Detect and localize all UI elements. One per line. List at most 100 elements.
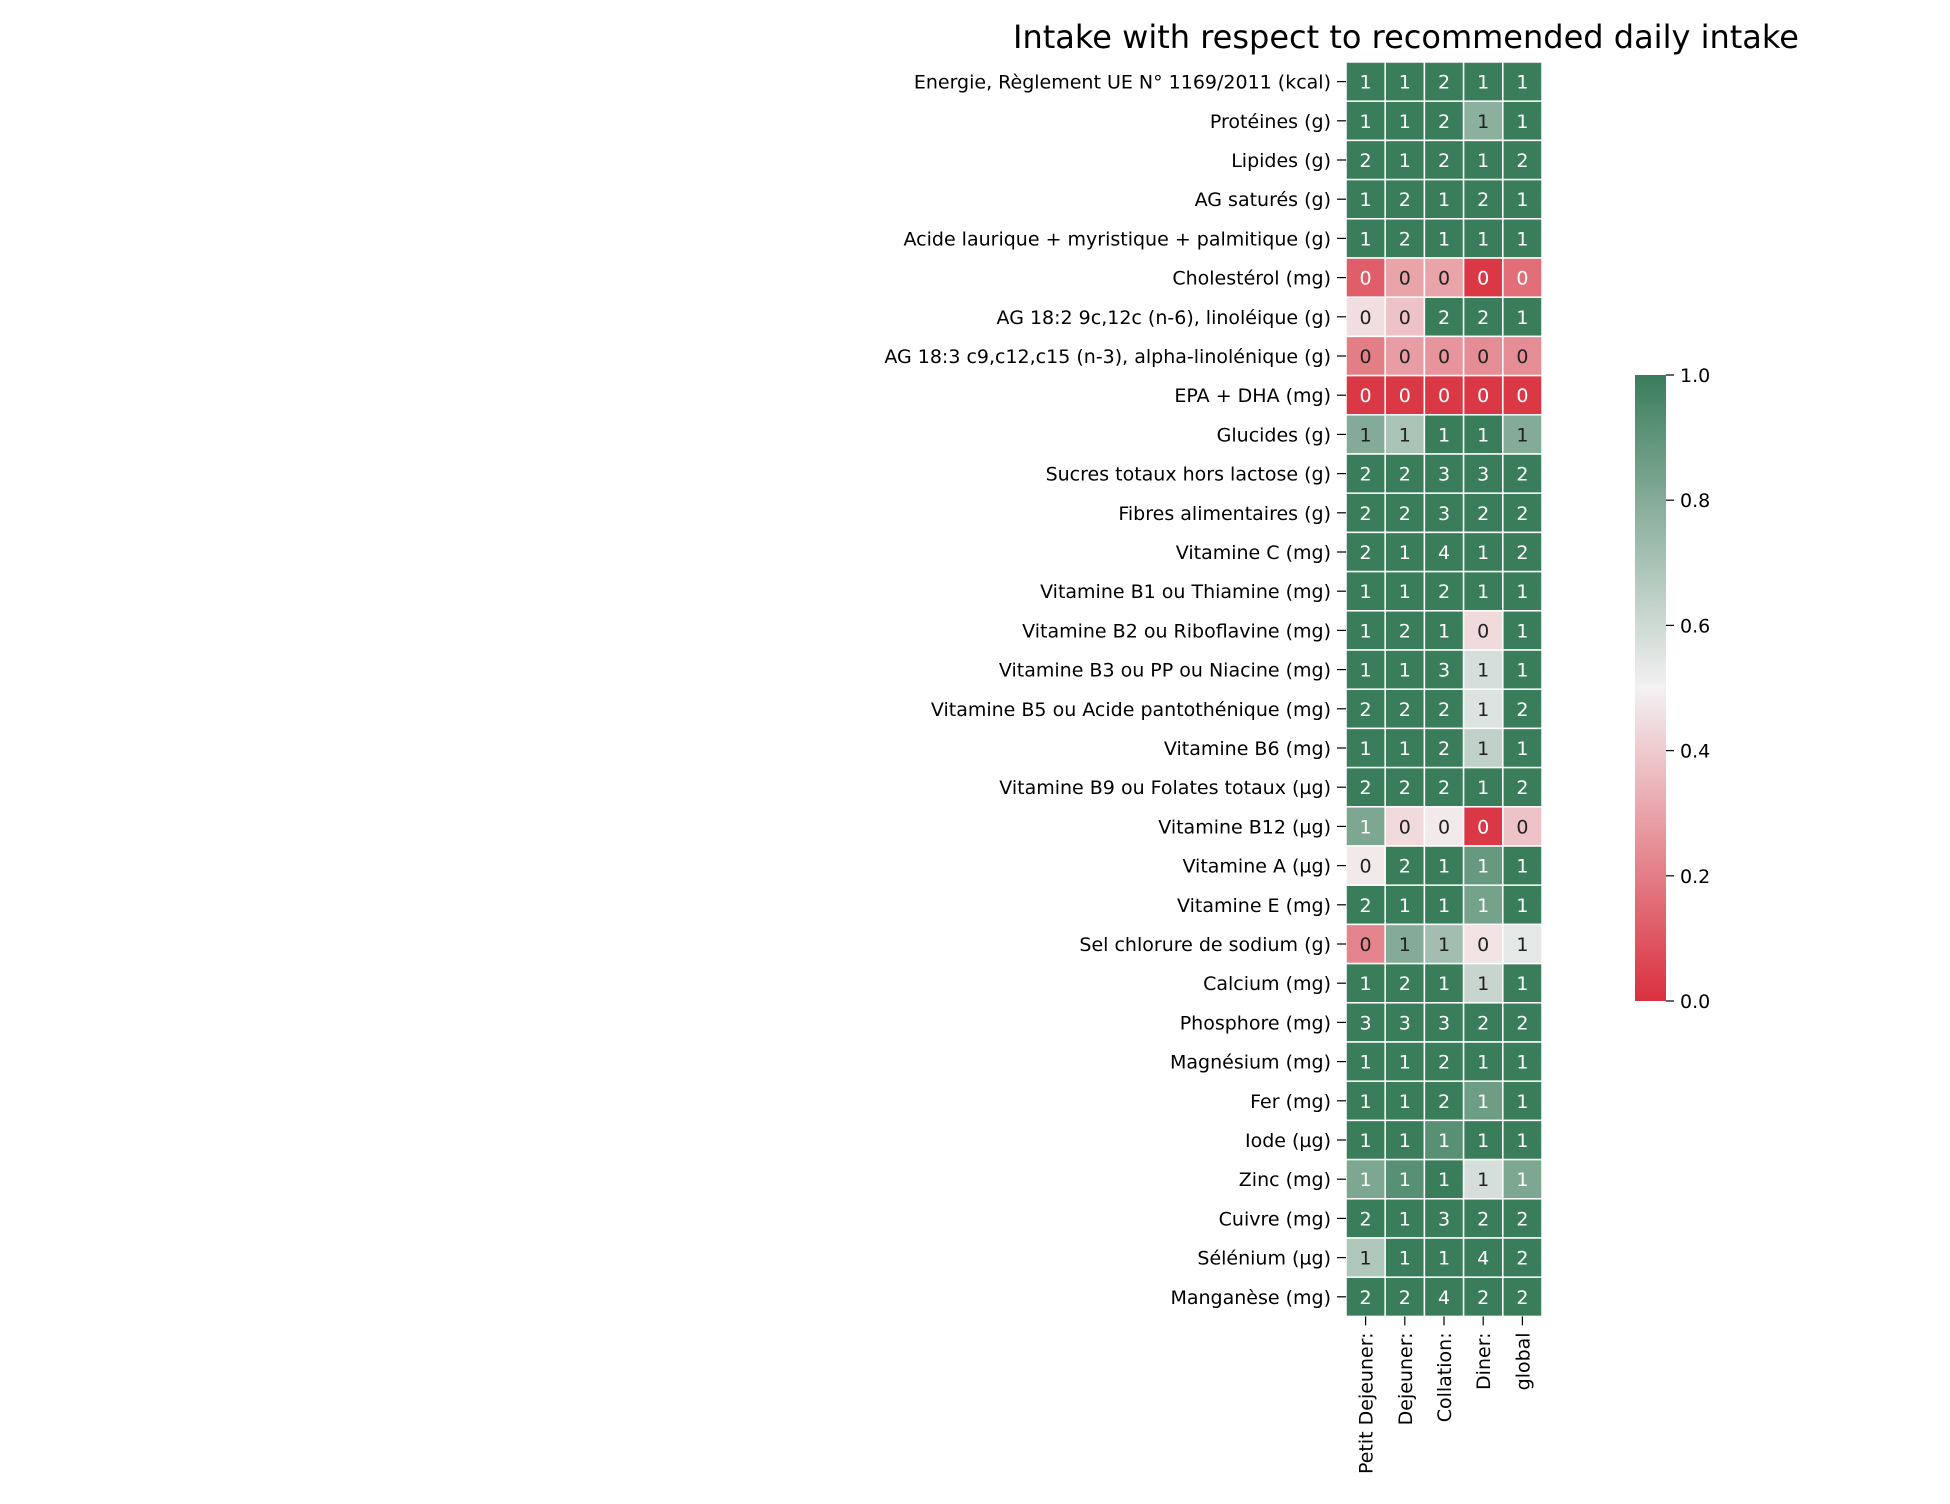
- cell-annotation: 2: [1516, 1208, 1528, 1230]
- row-label: Sélénium (µg): [1197, 1248, 1331, 1270]
- cell-annotation: 1: [1399, 660, 1411, 682]
- cell-annotation: 1: [1516, 895, 1528, 917]
- row-label: Iode (µg): [1245, 1130, 1331, 1152]
- heatmap-cell: [1384, 1002, 1426, 1043]
- row-label: Vitamine B5 ou Acide pantothénique (mg): [931, 699, 1331, 721]
- row-label: Vitamine A (µg): [1182, 856, 1331, 878]
- heatmap-cell: [1502, 766, 1543, 808]
- cell-annotation: 1: [1360, 620, 1372, 642]
- cell-annotation: 0: [1399, 268, 1411, 290]
- row-label: Vitamine B2 ou Riboflavine (mg): [1022, 620, 1331, 642]
- cell-annotation: 1: [1399, 72, 1411, 94]
- cell-annotation: 2: [1399, 189, 1411, 211]
- cell-annotation: 1: [1360, 1248, 1372, 1270]
- cell-annotation: 1: [1516, 856, 1528, 878]
- heatmap-cell: [1462, 727, 1504, 769]
- heatmap-cell: [1462, 1119, 1504, 1161]
- row-label: Vitamine B6 (mg): [1164, 738, 1331, 760]
- cell-annotation: 1: [1477, 856, 1489, 878]
- heatmap-cell: [1384, 335, 1426, 377]
- heatmap-cell: [1462, 453, 1504, 494]
- cell-annotation: 4: [1438, 542, 1450, 564]
- cell-annotation: 2: [1438, 72, 1450, 94]
- heatmap-cell: [1345, 296, 1386, 338]
- heatmap-cell: [1462, 1198, 1504, 1239]
- heatmap-cell: [1502, 649, 1543, 690]
- cell-annotation: 2: [1516, 542, 1528, 564]
- cell-annotation: 1: [1438, 973, 1450, 995]
- cell-annotation: 1: [1516, 1169, 1528, 1191]
- cell-annotation: 0: [1477, 620, 1489, 642]
- column-label: Collation:: [1434, 1332, 1456, 1422]
- heatmap-cell: [1384, 139, 1426, 181]
- cell-annotation: 2: [1516, 1287, 1528, 1309]
- colorbar-tick-label: 0.2: [1680, 866, 1710, 888]
- cell-annotation: 1: [1438, 1130, 1450, 1152]
- heatmap-cell: [1502, 884, 1543, 926]
- cell-annotation: 1: [1399, 581, 1411, 603]
- cell-annotation: 1: [1516, 189, 1528, 211]
- colorbar: 0.0 0.2 0.4 0.6 0.8 1.0: [1635, 365, 1710, 1013]
- heatmap-cell: [1384, 688, 1426, 730]
- cell-annotation: 1: [1516, 660, 1528, 682]
- cell-annotation: 2: [1438, 1052, 1450, 1074]
- cell-annotation: 1: [1399, 1208, 1411, 1230]
- cell-annotation: 1: [1477, 1091, 1489, 1113]
- cell-annotation: 1: [1438, 895, 1450, 917]
- cell-annotation: 0: [1360, 934, 1372, 956]
- cell-annotation: 1: [1477, 973, 1489, 995]
- cell-annotation: 0: [1516, 268, 1528, 290]
- cell-annotation: 0: [1360, 346, 1372, 368]
- cell-annotation: 0: [1477, 346, 1489, 368]
- cell-annotation: 2: [1477, 503, 1489, 525]
- heatmap-cell: [1462, 139, 1504, 181]
- heatmap-cell: [1462, 806, 1504, 847]
- heatmap-cell: [1423, 649, 1465, 690]
- heatmap-cell: [1423, 570, 1465, 612]
- row-label: Sucres totaux hors lactose (g): [1046, 464, 1331, 486]
- cell-annotation: 1: [1477, 424, 1489, 446]
- cell-annotation: 1: [1477, 72, 1489, 94]
- heatmap-cell: [1345, 335, 1386, 377]
- heatmap-cell: [1502, 923, 1543, 965]
- heatmap-cell: [1502, 1237, 1543, 1278]
- cell-annotation: 2: [1438, 307, 1450, 329]
- cell-annotation: 2: [1516, 503, 1528, 525]
- cell-annotation: 1: [1399, 934, 1411, 956]
- heatmap-cell: [1462, 531, 1504, 573]
- row-label: Manganèse (mg): [1170, 1287, 1331, 1309]
- cell-annotation: 2: [1438, 111, 1450, 133]
- cell-annotation: 3: [1399, 1012, 1411, 1034]
- cell-annotation: 0: [1438, 268, 1450, 290]
- heatmap-cell: [1423, 218, 1465, 259]
- heatmap-cell: [1384, 257, 1426, 298]
- cell-annotation: 1: [1399, 1130, 1411, 1152]
- cell-annotation: 1: [1399, 150, 1411, 172]
- cell-annotation: 1: [1516, 620, 1528, 642]
- heatmap-cell: [1502, 1002, 1543, 1043]
- cell-annotation: 0: [1477, 385, 1489, 407]
- cell-annotation: 1: [1516, 1052, 1528, 1074]
- cell-annotation: 2: [1360, 464, 1372, 486]
- heatmap-cell: [1462, 845, 1504, 886]
- cell-annotation: 0: [1477, 934, 1489, 956]
- heatmap-cell: [1502, 100, 1543, 142]
- cell-annotation: 0: [1360, 307, 1372, 329]
- cell-annotation: 1: [1438, 1169, 1450, 1191]
- cell-annotation: 2: [1360, 1208, 1372, 1230]
- cell-annotation: 2: [1516, 464, 1528, 486]
- cell-annotation: 2: [1360, 777, 1372, 799]
- heatmap-cell: [1462, 610, 1504, 651]
- heatmap-cell: [1345, 766, 1386, 808]
- cell-annotation: 2: [1399, 1287, 1411, 1309]
- row-label: AG saturés (g): [1195, 189, 1331, 211]
- cell-annotation: 1: [1516, 307, 1528, 329]
- cell-annotation: 1: [1360, 1052, 1372, 1074]
- colorbar-tick-label: 0.0: [1680, 991, 1710, 1013]
- heatmap-cell: [1502, 178, 1543, 220]
- cell-annotation: 1: [1399, 895, 1411, 917]
- column-label: Petit Dejeuner:: [1356, 1332, 1378, 1474]
- heatmap-cell: [1384, 570, 1426, 612]
- heatmap-cell: [1502, 374, 1543, 416]
- heatmap-cell: [1384, 178, 1426, 220]
